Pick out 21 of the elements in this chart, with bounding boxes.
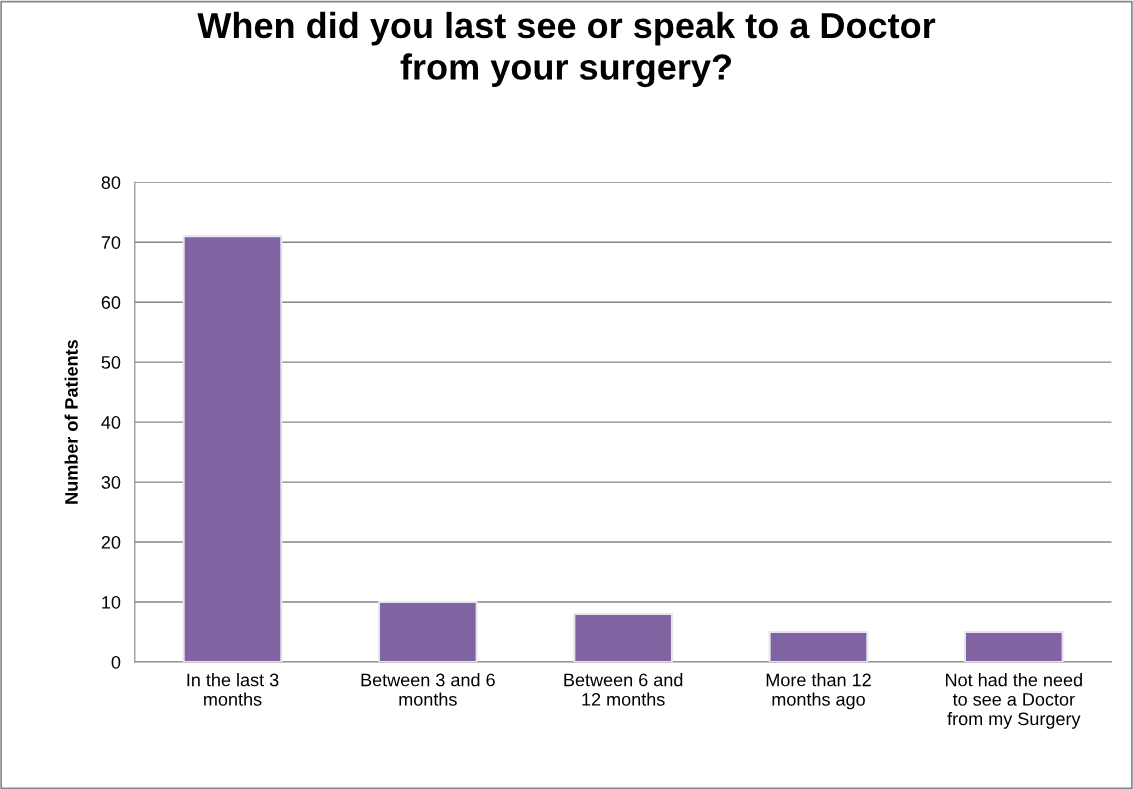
y-tick-label: 30 xyxy=(101,476,121,489)
y-tick-label: 20 xyxy=(101,535,121,549)
chart-title: When did you last see or speak to a Doctor from your surgery? xyxy=(197,11,936,88)
y-tick-label: 60 xyxy=(101,296,121,309)
y-tick-label: 40 xyxy=(101,416,121,429)
bar xyxy=(573,612,674,662)
bar xyxy=(377,600,478,662)
bar xyxy=(768,630,869,662)
x-tick-label: Between 6 and 12 months xyxy=(564,673,683,706)
y-tick-label: 0 xyxy=(111,655,121,669)
y-tick-label: 80 xyxy=(101,176,121,189)
y-tick-label: 70 xyxy=(101,236,121,249)
x-tick-label: More than 12 months ago xyxy=(766,673,871,710)
y-axis-title: Number of Patients xyxy=(64,340,78,504)
y-tick-label: 10 xyxy=(102,595,121,609)
x-tick-label: Between 3 and 6 months xyxy=(361,673,495,706)
x-tick-label: In the last 3 months xyxy=(187,673,279,706)
bar xyxy=(963,630,1064,662)
x-tick-label: Not had the need to see a Doctor from my Surgery xyxy=(946,673,1082,729)
bar xyxy=(182,235,283,662)
y-tick-label: 50 xyxy=(101,356,121,369)
